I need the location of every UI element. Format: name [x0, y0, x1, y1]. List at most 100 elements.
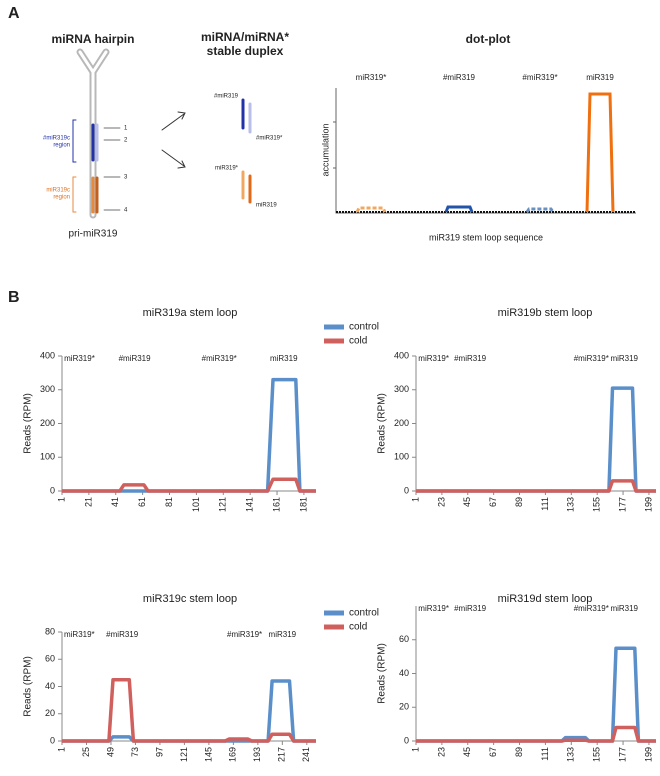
chart-title: miR319a stem loop — [143, 307, 238, 319]
y-tick-label: 100 — [40, 452, 55, 462]
dotplot-ylabel: accumulation — [320, 123, 330, 176]
annotation: miR319* — [418, 604, 449, 613]
duplex-title: miRNA/miRNA* — [201, 30, 289, 44]
dotplot-label: miR319* — [356, 73, 387, 82]
x-tick-label: 45 — [462, 497, 472, 507]
region-label: #miR319c — [43, 136, 70, 142]
dotplot-title: dot-plot — [466, 32, 511, 46]
x-tick-label: 67 — [488, 747, 498, 757]
x-tick-label: 111 — [540, 747, 550, 761]
annotation: miR319* — [64, 354, 95, 363]
y-tick-label: 400 — [40, 350, 55, 360]
x-tick-label: 199 — [643, 497, 653, 512]
duplex-label: miR319 — [256, 203, 277, 209]
region-label: region — [53, 195, 70, 201]
annotation: #miR319* — [227, 630, 262, 639]
y-tick-label: 200 — [40, 418, 55, 428]
y-axis-label: Reads (RPM) — [377, 643, 388, 704]
dotplot-label: #miR319 — [443, 73, 476, 82]
chart-title: miR319b stem loop — [498, 307, 593, 319]
x-tick-label: 89 — [514, 497, 524, 507]
y-tick-label: 0 — [50, 485, 55, 495]
x-tick-label: 61 — [137, 497, 147, 507]
series-line — [62, 677, 316, 743]
x-tick-label: 97 — [154, 747, 164, 757]
x-tick-label: 81 — [164, 497, 174, 507]
y-tick-label: 300 — [394, 384, 409, 394]
x-tick-label: 133 — [566, 497, 576, 512]
series-line — [62, 679, 316, 743]
site-number: 3 — [124, 175, 128, 181]
x-tick-label: 217 — [277, 747, 287, 762]
x-tick-label: 1 — [410, 497, 420, 502]
site-number: 4 — [124, 208, 128, 214]
annotation: miR319 — [270, 354, 298, 363]
x-tick-label: 121 — [218, 497, 228, 512]
annotation: #miR319* — [574, 354, 609, 363]
x-tick-label: 169 — [228, 747, 238, 762]
x-tick-label: 241 — [301, 747, 311, 762]
y-axis-label: Reads (RPM) — [23, 656, 34, 717]
annotation: #miR319* — [574, 604, 609, 613]
y-tick-label: 300 — [40, 384, 55, 394]
site-number: 2 — [124, 138, 128, 144]
region-label: region — [53, 143, 70, 149]
y-axis-label: Reads (RPM) — [23, 393, 34, 454]
panel-label: B — [8, 289, 20, 306]
annotation: #miR319 — [106, 630, 139, 639]
dotplot-label: miR319 — [586, 73, 614, 82]
dotplot-drawing — [333, 88, 636, 214]
y-tick-label: 20 — [399, 702, 409, 712]
x-tick-label: 193 — [252, 747, 262, 762]
x-tick-label: 89 — [514, 747, 524, 757]
x-tick-label: 145 — [203, 747, 213, 762]
y-tick-label: 100 — [394, 452, 409, 462]
y-tick-label: 0 — [50, 735, 55, 745]
y-tick-label: 200 — [394, 418, 409, 428]
annotation: #miR319* — [202, 354, 237, 363]
x-tick-label: 49 — [105, 747, 115, 757]
x-tick-label: 41 — [110, 497, 120, 507]
x-tick-label: 177 — [617, 497, 627, 512]
duplex-title: stable duplex — [207, 44, 284, 58]
series-line — [62, 377, 316, 493]
x-tick-label: 23 — [436, 497, 446, 507]
annotation: miR319 — [610, 604, 638, 613]
x-tick-label: 181 — [298, 497, 308, 512]
hairpin-caption: pri-miR319 — [69, 229, 118, 240]
legend-label: cold — [349, 336, 367, 347]
x-tick-label: 133 — [566, 747, 576, 762]
dotplot-xlabel: miR319 stem loop sequence — [429, 232, 543, 242]
series-line — [416, 725, 656, 743]
duplex-label: miR319* — [215, 166, 239, 172]
annotation: #miR319 — [454, 604, 487, 613]
annotation: miR319 — [610, 354, 638, 363]
legend-label: cold — [349, 622, 367, 633]
duplex-label: #miR319* — [256, 136, 283, 142]
duplex-drawing — [161, 98, 252, 204]
x-tick-label: 67 — [488, 497, 498, 507]
y-tick-label: 80 — [45, 626, 55, 636]
y-tick-label: 60 — [45, 654, 55, 664]
x-tick-label: 177 — [617, 747, 627, 762]
x-tick-label: 141 — [245, 497, 255, 512]
panel-label: A — [8, 5, 20, 22]
chart-title: miR319c stem loop — [143, 593, 237, 605]
y-tick-label: 20 — [45, 708, 55, 718]
x-tick-label: 25 — [81, 747, 91, 757]
x-tick-label: 111 — [540, 497, 550, 511]
y-tick-label: 60 — [399, 634, 409, 644]
chart-title: miR319d stem loop — [498, 593, 593, 605]
duplex-label: #miR319 — [214, 94, 239, 100]
hairpin-drawing — [72, 48, 121, 219]
site-number: 1 — [124, 126, 128, 132]
annotation: #miR319 — [454, 354, 487, 363]
x-tick-label: 1 — [56, 747, 66, 752]
region-label: miR319c — [46, 188, 70, 194]
x-tick-label: 23 — [436, 747, 446, 757]
x-tick-label: 21 — [83, 497, 93, 507]
series-line — [416, 386, 656, 493]
y-tick-label: 0 — [404, 485, 409, 495]
y-tick-label: 400 — [394, 350, 409, 360]
